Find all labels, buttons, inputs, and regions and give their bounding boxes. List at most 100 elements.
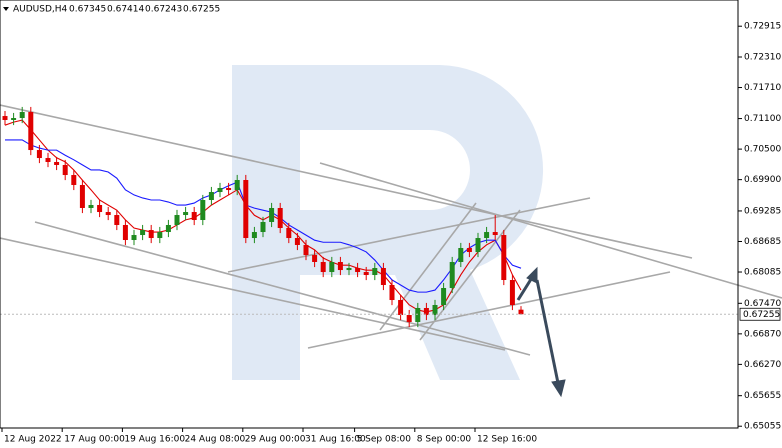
y-tick-label: 0.72915 (744, 22, 781, 32)
forecast-arrow (516, 266, 566, 398)
candle-body (234, 180, 240, 191)
y-tick-label: 0.68685 (744, 237, 781, 247)
y-tick-label: 0.66270 (744, 360, 781, 370)
header-high: 0.67414 (107, 5, 144, 15)
candle-body (355, 267, 361, 273)
candle-body (105, 212, 111, 216)
candle-body (200, 200, 206, 221)
candle-body (54, 161, 60, 165)
y-tick-label: 0.71710 (744, 83, 781, 93)
y-tick-label: 0.70500 (744, 145, 781, 155)
candle-body (191, 212, 197, 221)
y-tick-label: 0.72310 (744, 52, 781, 62)
candle-body (88, 204, 94, 208)
arrow-up-head (526, 266, 538, 284)
candle-body (277, 207, 283, 228)
candle-body (337, 261, 343, 271)
candle-body (36, 150, 42, 159)
y-tick-label: 0.65655 (744, 391, 781, 401)
candle-body (217, 187, 223, 193)
candle-body (208, 192, 214, 201)
marks (0, 106, 738, 328)
candle-body (62, 164, 68, 176)
candle-body (329, 261, 335, 273)
trend-line (0, 237, 506, 351)
candle-body (320, 261, 326, 273)
y-tick-label: 0.68085 (744, 268, 781, 278)
candle-body (303, 244, 309, 256)
x-tick-label: 8 Sep 00:00 (417, 435, 472, 445)
candle-body (466, 247, 472, 253)
header-close: 0.67255 (183, 5, 220, 15)
candle-body (114, 215, 120, 225)
x-tick-label: 24 Aug 08:00 (185, 435, 246, 445)
candle-body (372, 267, 378, 276)
header-low: 0.67243 (145, 5, 182, 15)
candle-body (269, 207, 275, 222)
candle-body (260, 221, 266, 233)
candle-body (294, 238, 300, 245)
x-tick-label: 12 Sep 16:00 (477, 435, 537, 445)
candle-body (148, 230, 154, 239)
candle-body (423, 307, 429, 316)
x-tick-label: 31 Aug 16:00 (305, 435, 366, 445)
candle-body (458, 247, 464, 262)
y-tick-label: 0.67470 (744, 299, 781, 309)
header: AUDUSD,H4 0.67345 0.67414 0.67243 0.6725… (3, 5, 220, 15)
candle-body (45, 158, 51, 162)
candle-body (71, 175, 77, 185)
trend-line (307, 271, 671, 349)
watermark-stem (232, 65, 300, 380)
x-tick-label: 5 Sep 08:00 (357, 435, 412, 445)
y-tick-label: 0.69900 (744, 175, 781, 185)
candle-body (165, 224, 171, 233)
candle-body (406, 315, 412, 322)
indicator-line (5, 139, 522, 293)
plot-frame (0, 0, 739, 429)
trend-line (0, 104, 693, 259)
candle-body (131, 235, 137, 241)
current-price-box (739, 307, 781, 321)
candle-body (518, 309, 524, 315)
trend-line (227, 197, 591, 273)
candle-body (226, 187, 232, 191)
candle-body (475, 238, 481, 253)
candle-body (122, 224, 128, 241)
header-symbol: AUDUSD,H4 (13, 5, 68, 15)
candle-body (174, 215, 180, 225)
candle-body (363, 272, 369, 276)
candle-body (79, 184, 85, 208)
candle-body (19, 112, 25, 119)
candle-body (501, 235, 507, 281)
candle-body (2, 116, 8, 121)
x-tick-label: 12 Aug 2022 (4, 435, 62, 445)
y-tick-label: 0.66870 (744, 329, 781, 339)
candle-body (157, 232, 163, 239)
candle-body (432, 304, 438, 316)
trend-line (379, 202, 477, 331)
candle-body (509, 280, 515, 305)
header-open: 0.67345 (69, 5, 106, 15)
candle-body (97, 204, 103, 213)
candle-body (484, 232, 490, 239)
candle-body (398, 300, 404, 316)
candle-body (492, 232, 498, 236)
candle-body (312, 255, 318, 262)
x-tick-label: 29 Aug 00:00 (245, 435, 306, 445)
arrow-down-shaft (535, 279, 560, 384)
header-icon (3, 7, 9, 11)
candle-body (140, 230, 146, 236)
current-price-label: 0.67255 (743, 310, 780, 320)
x-tick-label: 17 Aug 00:00 (64, 435, 125, 445)
trend-line (319, 162, 782, 299)
candle-body (28, 112, 34, 151)
candle-body (286, 227, 292, 239)
candle-body (243, 180, 249, 239)
watermark-bowl (300, 65, 544, 380)
candle-body (449, 261, 455, 288)
candle-body (380, 267, 386, 285)
candle-body (389, 284, 395, 301)
y-tick-label: 0.71100 (744, 114, 781, 124)
candle-body (415, 307, 421, 322)
